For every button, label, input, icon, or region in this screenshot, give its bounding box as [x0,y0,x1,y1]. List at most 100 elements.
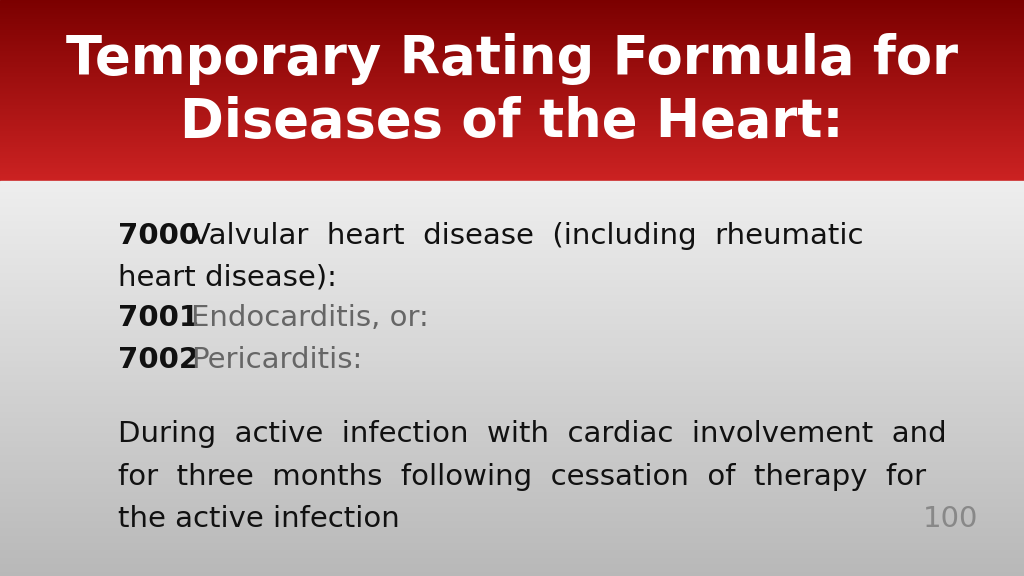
Bar [0,573,1024,575]
Bar [0,437,1024,438]
Bar [0,370,1024,371]
Bar [0,146,1024,147]
Bar [0,525,1024,526]
Bar [0,200,1024,201]
Bar [0,19,1024,20]
Bar [0,413,1024,414]
Bar [0,22,1024,23]
Bar [0,151,1024,152]
Bar [0,396,1024,397]
Bar [0,526,1024,528]
Bar [0,334,1024,335]
Bar [0,414,1024,415]
Bar [0,139,1024,140]
Bar [0,441,1024,442]
Bar [0,292,1024,293]
Bar [0,180,1024,181]
Bar [0,184,1024,185]
Bar [0,63,1024,64]
Bar [0,135,1024,136]
Bar [0,176,1024,177]
Bar [0,138,1024,139]
Bar [0,335,1024,336]
Bar [0,250,1024,251]
Bar [0,429,1024,430]
Bar [0,178,1024,179]
Bar [0,44,1024,45]
Bar [0,32,1024,33]
Bar [0,145,1024,146]
Bar [0,386,1024,388]
Bar [0,479,1024,480]
Bar [0,305,1024,306]
Bar [0,417,1024,418]
Bar [0,469,1024,471]
Bar [0,298,1024,300]
Bar [0,137,1024,138]
Bar [0,222,1024,223]
Bar [0,318,1024,320]
Bar [0,560,1024,562]
Bar [0,501,1024,502]
Bar [0,47,1024,48]
Bar [0,285,1024,287]
Bar [0,102,1024,103]
Bar [0,355,1024,357]
Bar [0,25,1024,26]
Bar [0,517,1024,518]
Bar [0,141,1024,142]
Text: 7000: 7000 [118,222,199,250]
Bar [0,26,1024,27]
Bar [0,217,1024,218]
Bar [0,408,1024,409]
Bar [0,287,1024,288]
Bar [0,389,1024,391]
Bar [0,377,1024,379]
Bar [0,8,1024,9]
Bar [0,559,1024,560]
Bar [0,204,1024,205]
Bar [0,314,1024,316]
Bar [0,391,1024,392]
Bar [0,133,1024,134]
Bar [0,473,1024,475]
Bar [0,144,1024,145]
Bar [0,213,1024,214]
Bar [0,465,1024,467]
Bar [0,39,1024,40]
Bar [0,55,1024,56]
Bar [0,293,1024,294]
Bar [0,62,1024,63]
Bar [0,195,1024,196]
Bar [0,333,1024,334]
Bar [0,545,1024,547]
Bar [0,71,1024,72]
Bar [0,568,1024,570]
Bar [0,393,1024,395]
Bar [0,33,1024,34]
Bar [0,248,1024,250]
Bar [0,218,1024,219]
Bar [0,257,1024,259]
Bar [0,1,1024,2]
Bar [0,264,1024,266]
Bar [0,59,1024,60]
Bar [0,51,1024,52]
Bar [0,95,1024,96]
Bar [0,7,1024,8]
Bar [0,422,1024,423]
Bar [0,480,1024,482]
Bar [0,540,1024,542]
Bar [0,167,1024,168]
Bar [0,427,1024,429]
Bar [0,531,1024,533]
Bar [0,34,1024,35]
Bar [0,78,1024,79]
Bar [0,77,1024,78]
Bar [0,165,1024,166]
Bar [0,384,1024,385]
Bar [0,322,1024,324]
Bar [0,174,1024,175]
Bar [0,348,1024,350]
Bar [0,75,1024,76]
